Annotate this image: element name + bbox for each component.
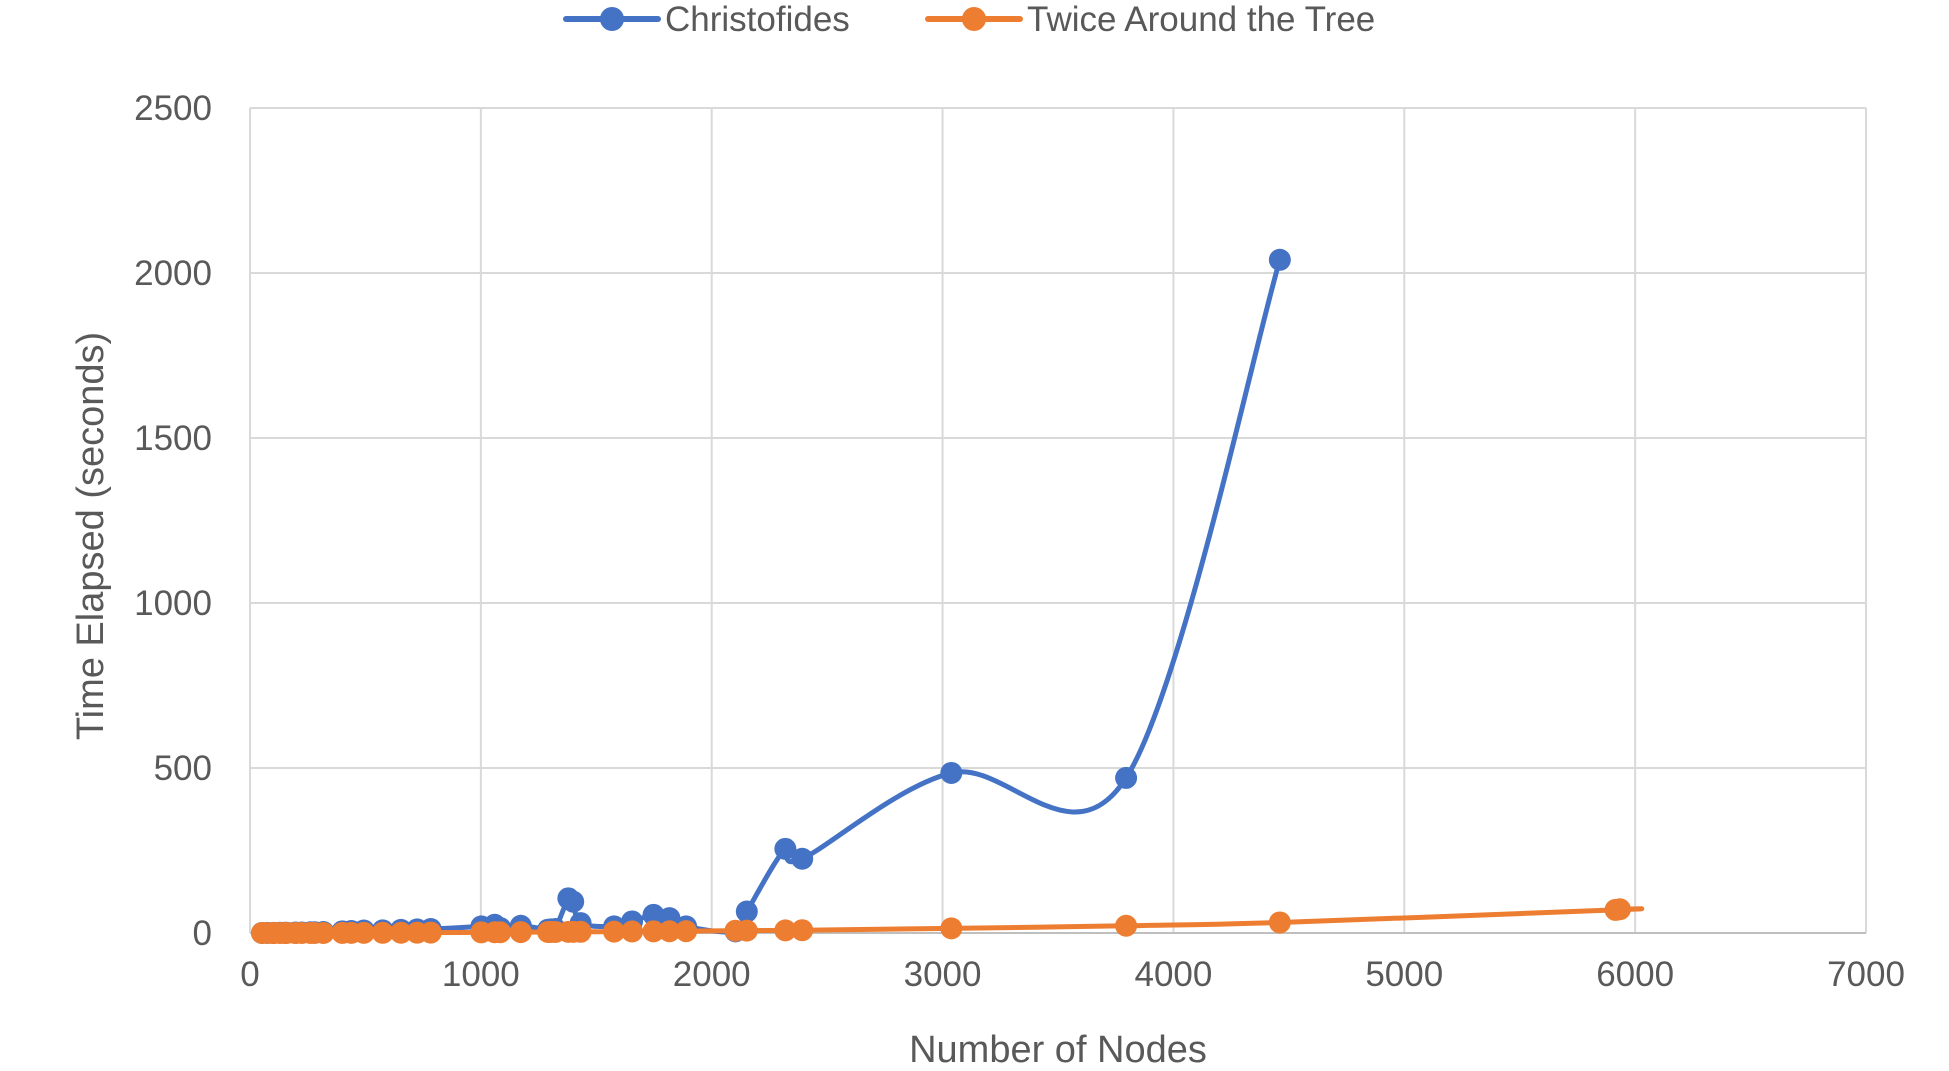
y-tick-label: 0 bbox=[193, 914, 212, 953]
data-point-twice-around-the-tree[interactable] bbox=[371, 921, 394, 944]
x-tick-label: 1000 bbox=[442, 955, 520, 994]
legend-item-christofides[interactable]: Christofides bbox=[563, 0, 850, 39]
y-tick-label: 1000 bbox=[134, 584, 212, 623]
data-point-christofides[interactable] bbox=[735, 900, 758, 923]
gridlines bbox=[249, 107, 1867, 934]
legend-marker-christofides bbox=[600, 7, 624, 31]
data-point-twice-around-the-tree[interactable] bbox=[675, 920, 698, 943]
series-line-christofides bbox=[259, 257, 1283, 936]
axes: 0 1000 2000 3000 4000 5000 6000 7000 0 500 1000 150… bbox=[134, 89, 1905, 994]
x-tick-label: 0 bbox=[240, 955, 259, 994]
data-point-twice-around-the-tree[interactable] bbox=[419, 921, 442, 944]
data-point-twice-around-the-tree[interactable] bbox=[658, 920, 681, 943]
data-point-christofides[interactable] bbox=[940, 761, 963, 784]
data-point-twice-around-the-tree[interactable] bbox=[735, 919, 758, 942]
data-point-twice-around-the-tree[interactable] bbox=[1608, 898, 1631, 921]
data-point-twice-around-the-tree[interactable] bbox=[603, 920, 626, 943]
legend-item-twice-around-the-tree[interactable]: Twice Around the Tree bbox=[925, 0, 1375, 39]
data-point-twice-around-the-tree[interactable] bbox=[1268, 911, 1291, 934]
legend[interactable]: Christofides Twice Around the Tree bbox=[563, 0, 1375, 39]
data-point-christofides[interactable] bbox=[774, 837, 797, 860]
data-point-twice-around-the-tree[interactable] bbox=[774, 919, 797, 942]
data-point-twice-around-the-tree[interactable] bbox=[312, 921, 335, 944]
y-tick-label: 2000 bbox=[134, 254, 212, 293]
x-axis-title: Number of Nodes bbox=[909, 1029, 1207, 1066]
x-tick-label: 7000 bbox=[1827, 955, 1905, 994]
legend-marker-twice-around-the-tree bbox=[962, 7, 986, 31]
data-point-twice-around-the-tree[interactable] bbox=[569, 920, 592, 943]
data-point-christofides[interactable] bbox=[1268, 248, 1291, 271]
y-tick-label: 500 bbox=[154, 749, 212, 788]
series-twice-around-the-tree bbox=[251, 898, 1645, 944]
data-point-twice-around-the-tree[interactable] bbox=[352, 921, 375, 944]
y-tick-label: 2500 bbox=[134, 89, 212, 128]
series-layer bbox=[251, 248, 1645, 944]
x-tick-label: 6000 bbox=[1596, 955, 1674, 994]
legend-label-twice-around-the-tree: Twice Around the Tree bbox=[1027, 0, 1375, 39]
x-tick-label: 2000 bbox=[673, 955, 751, 994]
data-point-twice-around-the-tree[interactable] bbox=[642, 920, 665, 943]
series-christofides bbox=[251, 248, 1291, 944]
data-point-twice-around-the-tree[interactable] bbox=[621, 920, 644, 943]
legend-label-christofides: Christofides bbox=[665, 0, 850, 39]
data-point-twice-around-the-tree[interactable] bbox=[791, 919, 814, 942]
y-axis-title: Time Elapsed (seconds) bbox=[70, 332, 112, 740]
x-tick-label: 3000 bbox=[904, 955, 982, 994]
data-point-christofides[interactable] bbox=[791, 847, 814, 870]
data-point-twice-around-the-tree[interactable] bbox=[489, 921, 512, 944]
data-point-christofides[interactable] bbox=[1115, 766, 1138, 789]
y-tick-label: 1500 bbox=[134, 419, 212, 458]
data-point-twice-around-the-tree[interactable] bbox=[1115, 914, 1138, 937]
data-point-twice-around-the-tree[interactable] bbox=[389, 921, 412, 944]
data-point-twice-around-the-tree[interactable] bbox=[940, 917, 963, 940]
data-point-christofides[interactable] bbox=[562, 890, 585, 913]
data-point-twice-around-the-tree[interactable] bbox=[509, 921, 532, 944]
x-tick-label: 5000 bbox=[1365, 955, 1443, 994]
x-tick-label: 4000 bbox=[1134, 955, 1212, 994]
